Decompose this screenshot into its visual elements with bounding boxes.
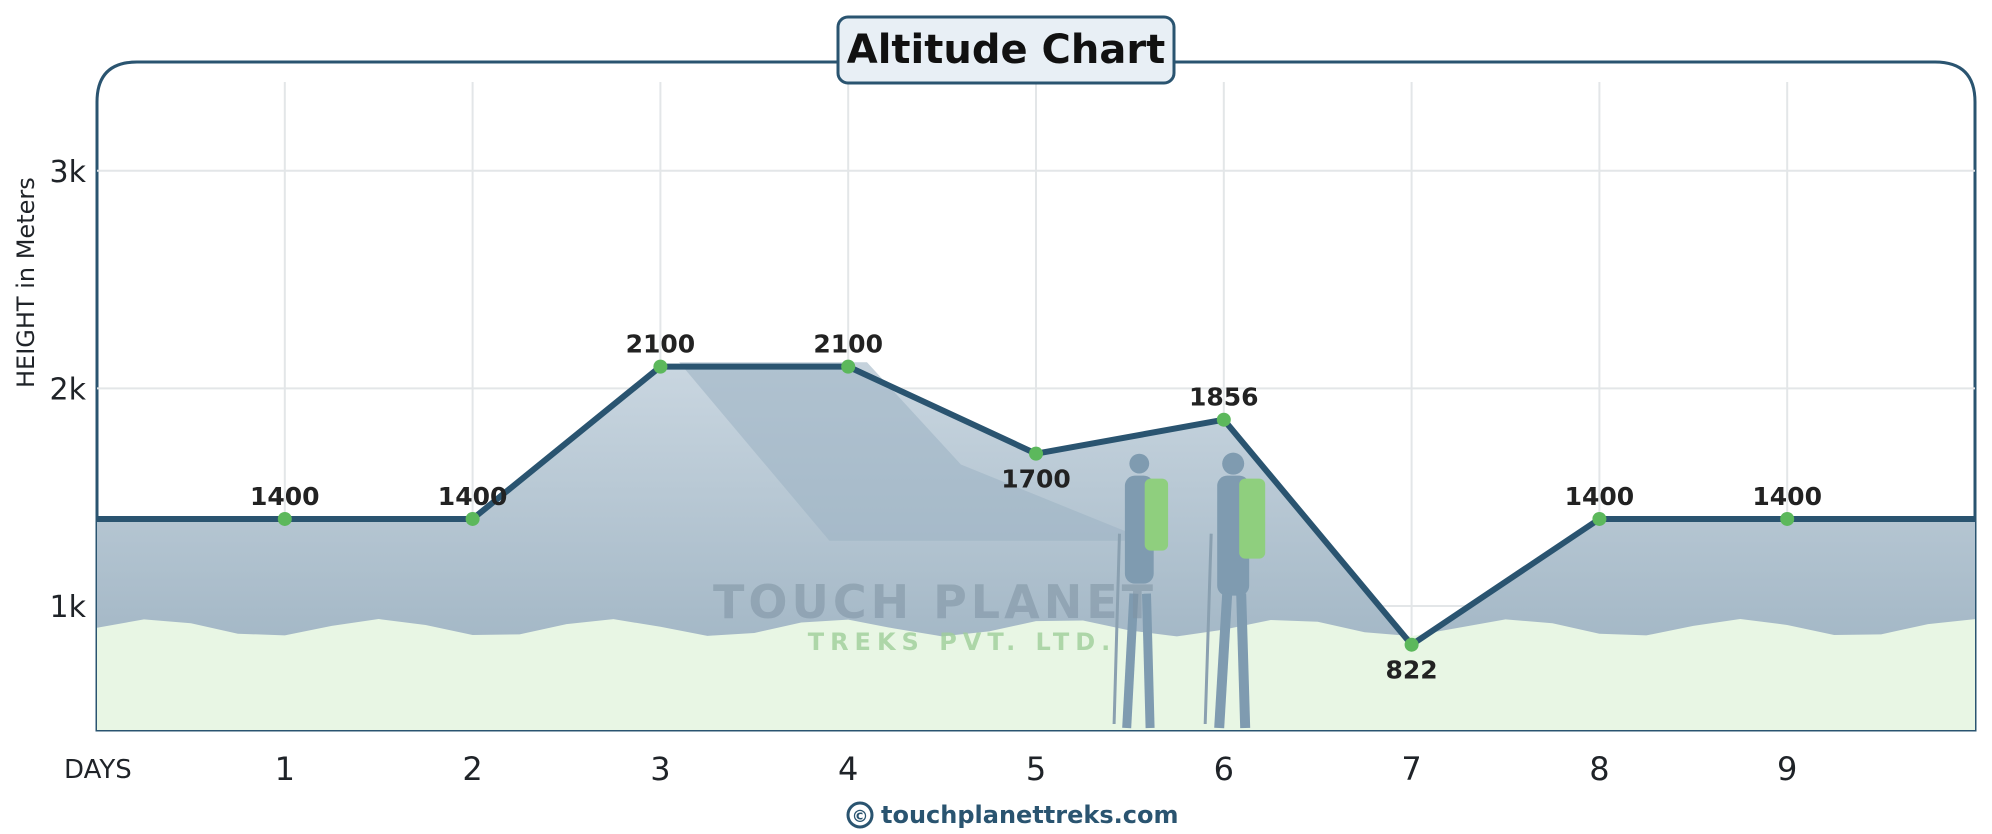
data-label: 2100 bbox=[626, 330, 696, 359]
data-label: 1700 bbox=[1001, 465, 1071, 494]
hiker-leg bbox=[1214, 593, 1233, 729]
ground-band bbox=[97, 619, 1975, 730]
data-label: 822 bbox=[1386, 656, 1438, 685]
x-tick-label: 5 bbox=[1026, 750, 1046, 788]
x-axis-title: DAYS bbox=[64, 755, 132, 785]
data-label: 1400 bbox=[250, 482, 320, 511]
data-point bbox=[1404, 637, 1419, 652]
hiker-leg bbox=[1122, 593, 1139, 729]
y-tick-label: 3k bbox=[50, 155, 87, 190]
data-point bbox=[1029, 446, 1043, 461]
data-point bbox=[1592, 511, 1607, 526]
data-point bbox=[653, 359, 668, 374]
x-tick-label: 9 bbox=[1777, 750, 1797, 788]
data-point bbox=[465, 511, 480, 526]
x-tick-label: 6 bbox=[1214, 750, 1234, 788]
hiker-backpack bbox=[1239, 478, 1266, 559]
data-point bbox=[1216, 412, 1231, 427]
trekking-pole bbox=[1203, 533, 1213, 725]
data-point bbox=[841, 359, 856, 374]
website-link[interactable]: touchplanettreks.com bbox=[881, 801, 1178, 829]
x-tick-label: 8 bbox=[1589, 750, 1609, 788]
data-label: 1400 bbox=[438, 482, 508, 511]
y-axis-title: HEIGHT in Meters bbox=[12, 177, 40, 388]
y-tick-label: 2k bbox=[50, 372, 87, 407]
x-tick-label: 4 bbox=[838, 750, 858, 788]
data-label: 1856 bbox=[1189, 383, 1259, 412]
copyright-icon bbox=[846, 801, 874, 829]
x-tick-label: 3 bbox=[650, 750, 670, 788]
data-label: 1400 bbox=[1752, 482, 1822, 511]
data-point bbox=[277, 511, 292, 526]
data-label: 1400 bbox=[1565, 482, 1635, 511]
x-tick-label: 7 bbox=[1401, 750, 1421, 788]
copyright-symbol: © bbox=[852, 807, 869, 827]
footer-credit: © touchplanettreks.com bbox=[846, 801, 1178, 829]
mountain-silhouette bbox=[679, 362, 1149, 541]
data-label: 2100 bbox=[813, 330, 883, 359]
title-box: Altitude Chart bbox=[836, 15, 1176, 85]
trekking-pole bbox=[1112, 533, 1121, 725]
hiker-backpack bbox=[1144, 478, 1169, 551]
hiker-leg bbox=[1141, 593, 1155, 729]
hiker-figure-icon bbox=[1112, 453, 1169, 729]
watermark: TOUCH PLANET TREKS PVT. LTD. bbox=[713, 575, 1157, 656]
hiker-figure-icon bbox=[1203, 452, 1266, 729]
watermark-line1: TOUCH PLANET bbox=[713, 575, 1157, 629]
x-tick-label: 1 bbox=[275, 750, 295, 788]
hiker-head bbox=[1222, 452, 1245, 475]
data-point bbox=[1780, 511, 1795, 526]
hiker-leg bbox=[1236, 593, 1251, 729]
watermark-line2: TREKS PVT. LTD. bbox=[808, 628, 1117, 656]
y-tick-label: 1k bbox=[50, 590, 87, 625]
hiker-head bbox=[1129, 453, 1150, 474]
chart-title: Altitude Chart bbox=[847, 27, 1165, 73]
x-tick-label: 2 bbox=[462, 750, 482, 788]
